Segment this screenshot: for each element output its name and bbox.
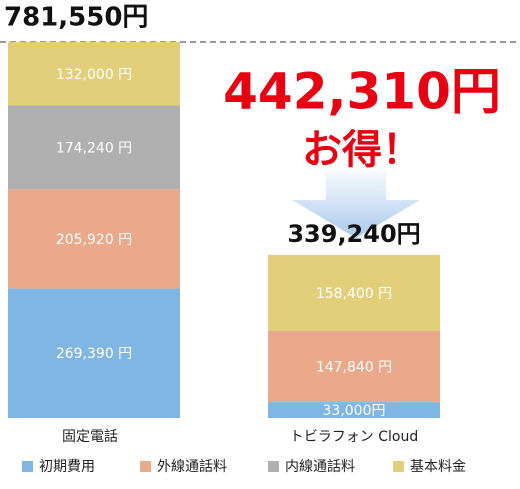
bar-segment <box>268 330 440 403</box>
value-label: 158,400 円 <box>316 286 392 302</box>
legend-label: 基本料金 <box>410 458 466 475</box>
value-label: 147,840 円 <box>316 360 392 376</box>
bar-segment <box>8 42 180 106</box>
legend-label: 初期費用 <box>39 458 95 475</box>
value-label: 269,390 円 <box>56 346 132 362</box>
legend-label: 内線通話料 <box>285 458 355 475</box>
arrow <box>292 165 420 238</box>
total-label: 339,240円 <box>287 220 420 248</box>
value-label: 205,920 円 <box>56 232 132 248</box>
savings-amount: 442,310円 <box>223 63 501 121</box>
legend-swatch <box>140 461 151 472</box>
value-label: 174,240 円 <box>56 140 132 156</box>
value-label: 33,000円 <box>323 403 386 419</box>
legend-label: 外線通話料 <box>157 458 227 475</box>
bar-segment <box>8 189 180 289</box>
total-label: 781,550円 <box>4 3 148 33</box>
x-tick-label: トビラフォン Cloud <box>290 429 418 445</box>
legend-swatch <box>22 461 33 472</box>
x-tick-label: 固定電話 <box>62 428 118 445</box>
value-label: 132,000 円 <box>56 67 132 83</box>
legend-swatch <box>268 461 279 472</box>
savings-note: お得！ <box>302 127 422 173</box>
bar-segment <box>268 254 440 331</box>
legend-swatch <box>393 461 404 472</box>
bar-segment <box>8 105 180 190</box>
bar-segment <box>268 402 440 418</box>
bar-segment <box>8 288 180 418</box>
